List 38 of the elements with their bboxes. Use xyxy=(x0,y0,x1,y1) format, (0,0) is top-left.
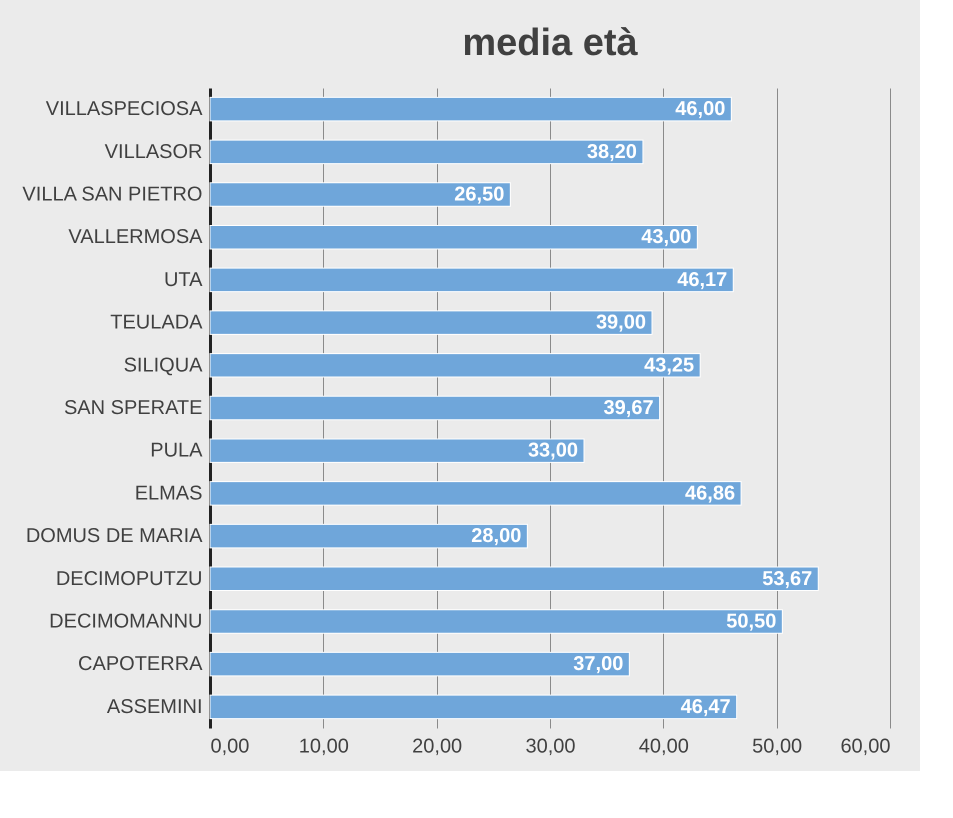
data-label: 38,20 xyxy=(586,140,637,163)
y-tick-label: CAPOTERRA xyxy=(78,653,204,676)
x-tick-label: 10,00 xyxy=(298,736,349,758)
data-label: 46,86 xyxy=(685,482,736,504)
y-tick-label: VILLASOR xyxy=(104,140,202,163)
x-tick-label: 50,00 xyxy=(752,736,802,758)
data-label: 50,50 xyxy=(726,610,776,632)
data-label: 37,00 xyxy=(573,653,624,676)
y-tick-label: DECIMOPUTZU xyxy=(56,568,202,590)
data-label: 43,00 xyxy=(641,226,692,248)
data-label: 46,00 xyxy=(675,98,726,120)
x-tick-label: 0,00 xyxy=(210,736,250,758)
data-label: 28,00 xyxy=(471,525,522,548)
data-label: 46,17 xyxy=(677,268,728,291)
y-tick-label: VILLASPECIOSA xyxy=(46,98,204,120)
y-tick-label: TEULADA xyxy=(110,312,204,334)
y-tick-label: VALLERMOSA xyxy=(68,226,204,248)
y-tick-label: ELMAS xyxy=(134,482,202,504)
y-tick-label: ASSEMINI xyxy=(106,696,202,718)
y-tick-label: DOMUS DE MARIA xyxy=(26,525,204,548)
chart-title: media età xyxy=(462,22,639,64)
x-tick-label: 30,00 xyxy=(525,736,576,758)
y-tick-label: UTA xyxy=(164,268,204,291)
data-label: 46,47 xyxy=(680,696,731,718)
y-tick-label: PULA xyxy=(150,440,204,462)
data-label: 39,67 xyxy=(604,397,654,419)
data-label: 53,67 xyxy=(762,568,812,590)
y-tick-label: SILIQUA xyxy=(124,354,204,376)
x-tick-label: 40,00 xyxy=(638,736,689,758)
data-label: 26,50 xyxy=(454,184,504,206)
x-tick-label: 20,00 xyxy=(412,736,462,758)
y-tick-label: VILLA SAN PIETRO xyxy=(22,184,202,206)
data-label: 43,25 xyxy=(644,354,694,376)
data-label: 33,00 xyxy=(528,440,578,462)
y-tick-label: DECIMOMANNU xyxy=(49,610,202,632)
data-label: 39,00 xyxy=(596,312,646,334)
y-tick-label: SAN SPERATE xyxy=(64,397,202,419)
x-tick-label: 60,00 xyxy=(840,736,890,758)
